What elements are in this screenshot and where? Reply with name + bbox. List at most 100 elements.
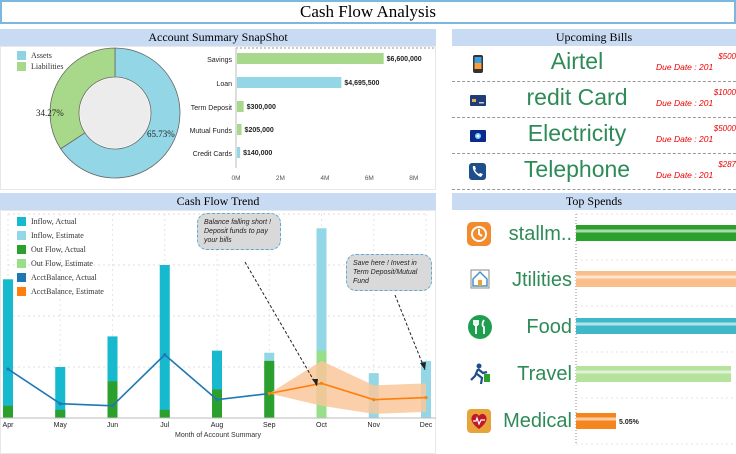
spend-name-travel: Travel: [517, 363, 572, 385]
outflow-bar-jun[interactable]: [107, 381, 118, 418]
outflow-bar-aug[interactable]: [212, 389, 222, 418]
balance-actual-line-point[interactable]: [6, 367, 10, 371]
account-bar-loan[interactable]: [237, 77, 342, 88]
legend-balance-estimate[interactable]: AcctBalance, Estimate: [17, 284, 104, 298]
bar-category-label: Loan: [216, 81, 232, 88]
spend-name-food: Food: [526, 316, 572, 338]
medical-percent-label: 5.05%: [619, 419, 639, 426]
inflow-bar-oct[interactable]: [316, 228, 327, 418]
outflow-bar-may[interactable]: [55, 409, 66, 418]
donut-slice-assets[interactable]: [60, 47, 181, 179]
outflow-bar-apr[interactable]: [3, 405, 13, 418]
bill-row-credit-card[interactable]: redit Card $1000 Due Date : 201: [452, 82, 736, 118]
spend-bar-installment[interactable]: [576, 225, 736, 241]
bar-value-label: $140,000: [243, 150, 272, 157]
spend-bar-travel[interactable]: [576, 366, 731, 382]
spend-name-utilities: Jtilities: [511, 269, 572, 291]
outflow-bar-jul[interactable]: [159, 409, 170, 418]
utilities-icon: [470, 269, 490, 289]
account-bar-term-deposit[interactable]: [237, 101, 244, 112]
bill-due-date: Due Date : 201: [656, 62, 714, 72]
legend-swatch: [17, 216, 26, 226]
legend-swatch: [17, 62, 26, 71]
electricity-icon: [470, 130, 486, 142]
account-bar-chart: Savings $6,600,000 Loan $4,695,500 Term Depo…: [190, 47, 436, 182]
bar-axis-tick: 4M: [320, 175, 329, 182]
annotation-arrowhead: [420, 362, 426, 370]
spend-bar-medical[interactable]: [576, 413, 616, 429]
donut-slice-liabilities[interactable]: [49, 47, 116, 150]
account-bar-savings[interactable]: [237, 53, 384, 64]
month-tick-label: May: [54, 422, 68, 429]
balance-actual-line-point[interactable]: [215, 398, 219, 402]
bar-axis-tick: 6M: [365, 175, 374, 182]
spend-bar-highlight: [576, 275, 736, 279]
balance-actual-line-point[interactable]: [58, 402, 62, 406]
account-bar-credit-cards[interactable]: [237, 147, 241, 158]
balance-actual-line-point[interactable]: [163, 353, 167, 357]
month-tick-label: Sep: [263, 422, 276, 429]
food-icon: [468, 315, 492, 339]
balance-estimate-line-point[interactable]: [424, 396, 428, 400]
upcoming-bills-header: Upcoming Bills: [452, 29, 736, 46]
mobile-phone-icon: [473, 55, 483, 73]
legend-swatch: [17, 258, 26, 268]
spend-name-installment: stallm..: [508, 223, 572, 245]
page-title: Cash Flow Analysis: [0, 0, 736, 24]
donut-hole: [80, 78, 150, 148]
legend-assets[interactable]: Assets: [17, 50, 63, 61]
bill-due-date: Due Date : 201: [656, 170, 714, 180]
bar-category-label: Savings: [207, 57, 232, 64]
medical-icon: [467, 409, 491, 433]
month-tick-label: Aug: [211, 422, 224, 429]
legend-swatch: [17, 51, 26, 60]
bar-value-label: $4,695,500: [344, 80, 379, 87]
spend-bar-utilities[interactable]: [576, 271, 736, 287]
bill-name: redit Card: [526, 84, 628, 110]
legend-outflow-estimate[interactable]: Out Flow, Estimate: [17, 256, 104, 270]
bill-amount: $500: [718, 52, 736, 61]
donut-label-assets: 65.73%: [147, 129, 175, 139]
balance-actual-line[interactable]: [7, 353, 270, 407]
bill-due-date: Due Date : 201: [656, 98, 714, 108]
bill-row-telephone[interactable]: Telephone $287 Due Date : 201: [452, 154, 736, 190]
inflow-bar-jul[interactable]: [159, 265, 170, 418]
balance-estimate-line-point[interactable]: [267, 391, 271, 396]
inflow-bar-may[interactable]: [55, 367, 66, 418]
legend-inflow-actual[interactable]: Inflow, Actual: [17, 214, 104, 228]
legend-liabilities[interactable]: Liabilities: [17, 61, 63, 72]
bar-axis-tick: 0M: [231, 175, 240, 182]
bar-value-label: $6,600,000: [387, 56, 422, 63]
inflow-bar-apr[interactable]: [3, 279, 13, 418]
spend-bar-highlight: [576, 229, 736, 233]
cash-flow-trend-header: Cash Flow Trend: [0, 193, 436, 210]
bill-row-airtel[interactable]: Airtel $500 Due Date : 201: [452, 46, 736, 82]
annotation-arrow: [244, 261, 318, 387]
bar-category-label: Credit Cards: [193, 151, 233, 158]
x-axis-label: Month of Account Summary: [175, 432, 261, 439]
inflow-bar-aug[interactable]: [212, 350, 222, 418]
save-tip-callout: Save here ! Invest in Term Deposit/Mutua…: [346, 254, 432, 291]
bill-name: Telephone: [523, 156, 631, 182]
account-summary-panel: [0, 46, 436, 190]
outflow-bar-sep[interactable]: [264, 360, 275, 418]
legend-swatch: [17, 286, 26, 296]
annotation-arrowhead: [312, 379, 318, 386]
balance-estimate-line-point[interactable]: [372, 398, 376, 402]
top-spends-header: Top Spends: [452, 193, 736, 210]
bar-axis-tick: 8M: [409, 175, 418, 182]
bar-value-label: $205,000: [245, 127, 274, 134]
inflow-bar-jun[interactable]: [107, 336, 118, 418]
balance-estimate-line-point[interactable]: [319, 381, 324, 385]
cash-flow-legend: Inflow, Actual Inflow, Estimate Out Flow…: [17, 214, 104, 298]
balance-estimate-line[interactable]: [269, 382, 427, 401]
legend-outflow-actual[interactable]: Out Flow, Actual: [17, 242, 104, 256]
legend-inflow-estimate[interactable]: Inflow, Estimate: [17, 228, 104, 242]
bill-name: Electricity: [527, 120, 627, 146]
spend-bar-food[interactable]: [576, 318, 736, 334]
balance-actual-line-point[interactable]: [110, 404, 115, 408]
bill-row-electricity[interactable]: Electricity $5000 Due Date : 201: [452, 118, 736, 154]
month-tick-label: Oct: [316, 422, 327, 429]
legend-balance-actual[interactable]: AcctBalance, Actual: [17, 270, 104, 284]
account-bar-mutual-funds[interactable]: [237, 124, 242, 135]
